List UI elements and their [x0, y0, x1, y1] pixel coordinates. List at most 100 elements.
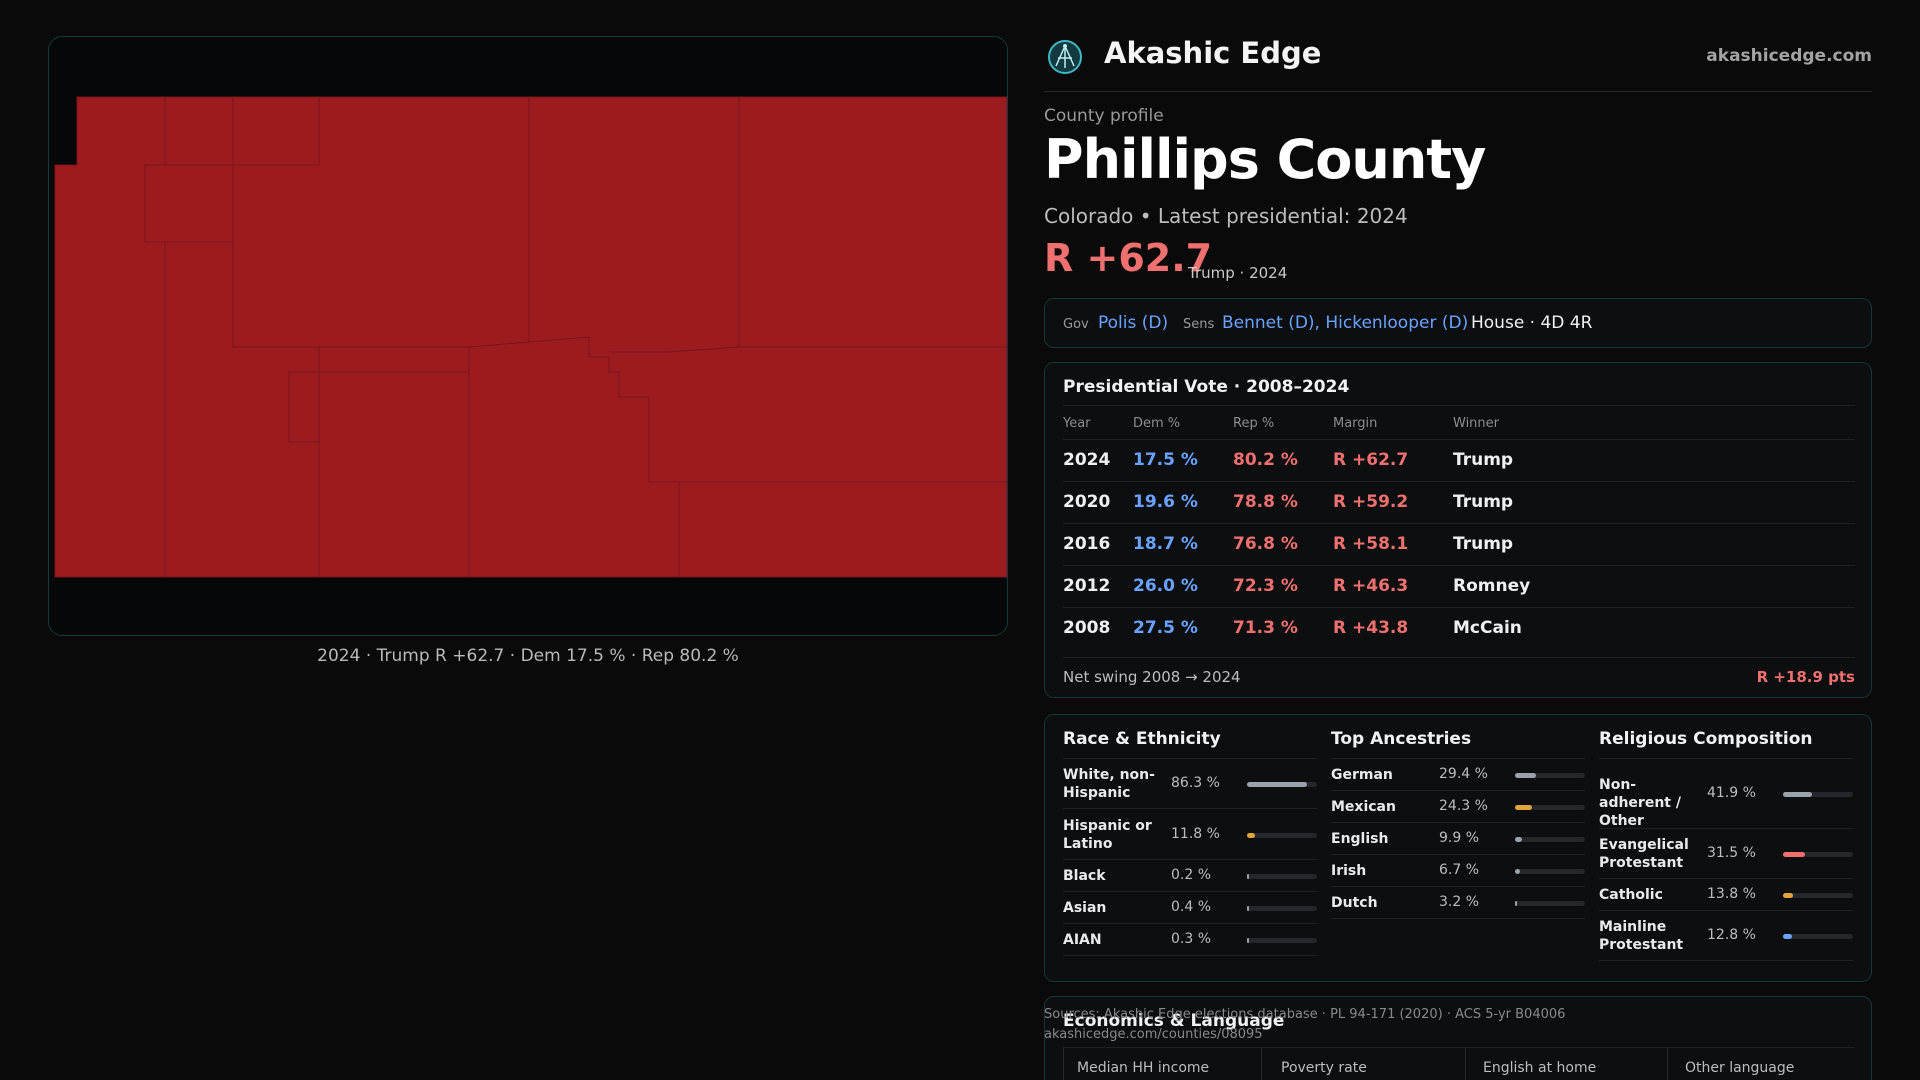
row-rep: 78.8 % [1233, 492, 1298, 512]
percent-bar [1247, 833, 1317, 838]
row-year: 2024 [1063, 450, 1111, 470]
county-map-panel[interactable] [48, 36, 1008, 636]
gov-label: Gov [1063, 317, 1089, 332]
page-eyebrow: County profile [1044, 106, 1164, 126]
globe-network-icon[interactable] [1046, 38, 1084, 76]
item-label: Black [1063, 868, 1106, 884]
row-rep: 80.2 % [1233, 450, 1298, 470]
item-value: 0.4 % [1171, 899, 1212, 915]
latest-margin: R +62.7 [1044, 236, 1213, 280]
row-dem: 18.7 % [1133, 534, 1198, 554]
percent-bar-fill [1515, 805, 1532, 810]
brand-name[interactable]: Akashic Edge [1104, 36, 1322, 70]
percent-bar [1247, 906, 1317, 911]
percent-bar [1247, 938, 1317, 943]
econ-col-income: Median HH income [1077, 1060, 1210, 1076]
list-item: English 9.9 % [1331, 823, 1585, 855]
percent-bar-fill [1515, 773, 1536, 778]
percent-bar [1783, 934, 1853, 939]
row-margin: R +59.2 [1333, 492, 1409, 512]
item-label: Mexican [1331, 799, 1396, 815]
col-margin: Margin [1333, 416, 1378, 431]
percent-bar-fill [1783, 893, 1793, 898]
sources-footnote: Sources: Akashic Edge elections database… [1044, 1005, 1565, 1045]
percent-bar-fill [1515, 869, 1520, 874]
list-item: Catholic 13.8 % [1599, 879, 1853, 911]
sources-line: Sources: Akashic Edge elections database… [1044, 1007, 1566, 1022]
latest-margin-note: Trump · 2024 [1188, 264, 1288, 282]
col-dem: Dem % [1133, 416, 1181, 431]
demographics-card: Race & Ethnicity White, non-Hispanic 86.3… [1044, 714, 1872, 982]
county-profile-panel: Akashic Edge akashicedge.com County prof… [1044, 0, 1872, 1080]
row-year: 2008 [1063, 618, 1111, 638]
table-row: 2012 26.0 % 72.3 % R +46.3 Romney [1063, 565, 1855, 607]
item-value: 12.8 % [1707, 927, 1756, 943]
item-value: 13.8 % [1707, 886, 1756, 902]
percent-bar [1783, 792, 1853, 797]
row-dem: 19.6 % [1133, 492, 1198, 512]
list-item: White, non-Hispanic 86.3 % [1063, 759, 1317, 809]
item-label: White, non-Hispanic [1063, 767, 1155, 801]
percent-bar [1247, 782, 1317, 787]
item-value: 0.3 % [1171, 931, 1212, 947]
table-header: Year Dem % Rep % Margin Winner [1063, 405, 1855, 439]
percent-bar-fill [1247, 833, 1256, 838]
row-margin: R +46.3 [1333, 576, 1409, 596]
item-value: 24.3 % [1439, 798, 1488, 814]
percent-bar [1515, 773, 1585, 778]
item-value: 29.4 % [1439, 766, 1488, 782]
percent-bar-fill [1783, 792, 1813, 797]
ancestries-section: Top Ancestries German 29.4 % Mexican 24.3 %… [1331, 729, 1585, 919]
row-dem: 26.0 % [1133, 576, 1198, 596]
econ-col-english: English at home [1483, 1060, 1597, 1076]
table-row: 2020 19.6 % 78.8 % R +59.2 Trump [1063, 481, 1855, 523]
percent-bar [1783, 893, 1853, 898]
map-caption: 2024 · Trump R +62.7 · Dem 17.5 % · Rep … [317, 646, 739, 666]
officials-bar: Gov Polis (D) Sens Bennet (D), Hickenloo… [1044, 298, 1872, 348]
sens-label: Sens [1183, 317, 1215, 332]
house-value: House · 4D 4R [1471, 313, 1593, 333]
row-margin: R +43.8 [1333, 618, 1409, 638]
net-swing-value: R +18.9 pts [1756, 668, 1855, 686]
table-row: 2024 17.5 % 80.2 % R +62.7 Trump [1063, 439, 1855, 481]
item-value: 41.9 % [1707, 785, 1756, 801]
item-label: Non-adherent / Other [1599, 777, 1681, 829]
economics-title: Economics & Language [1063, 1011, 1285, 1031]
row-year: 2012 [1063, 576, 1111, 596]
brand-url-link[interactable]: akashicedge.com [1706, 46, 1872, 66]
col-winner: Winner [1453, 416, 1500, 431]
row-winner: Trump [1453, 534, 1514, 554]
percent-bar-fill [1247, 906, 1249, 911]
presidential-table: Year Dem % Rep % Margin Winner 2024 17.5… [1063, 405, 1855, 649]
sources-url-link[interactable]: akashicedge.com/counties/08095 [1044, 1027, 1263, 1042]
precinct-boundaries [144, 97, 1007, 577]
list-item: Mainline Protestant 12.8 % [1599, 911, 1853, 961]
econ-col-other-lang: Other language [1685, 1060, 1795, 1076]
list-item: Asian 0.4 % [1063, 892, 1317, 924]
item-value: 11.8 % [1171, 826, 1220, 842]
item-label: Asian [1063, 900, 1107, 916]
county-shape[interactable] [54, 96, 1007, 578]
col-rep: Rep % [1233, 416, 1275, 431]
row-margin: R +58.1 [1333, 534, 1409, 554]
percent-bar-fill [1783, 852, 1806, 857]
item-label: Evangelical Protestant [1599, 837, 1689, 871]
page-title: Phillips County [1044, 128, 1486, 191]
row-winner: Trump [1453, 492, 1514, 512]
brand-header: Akashic Edge akashicedge.com [1044, 36, 1872, 92]
gov-value: Polis (D) [1098, 313, 1169, 333]
item-label: Mainline Protestant [1599, 919, 1684, 953]
county-map[interactable] [49, 37, 1008, 636]
percent-bar-fill [1247, 874, 1249, 879]
net-swing-label: Net swing 2008 → 2024 [1063, 668, 1241, 686]
net-swing-row: Net swing 2008 → 2024 R +18.9 pts [1063, 657, 1855, 686]
item-label: Dutch [1331, 895, 1378, 911]
item-value: 31.5 % [1707, 845, 1756, 861]
row-winner: McCain [1453, 618, 1522, 638]
list-item: German 29.4 % [1331, 759, 1585, 791]
item-label: Irish [1331, 863, 1367, 879]
presidential-title: Presidential Vote · 2008–2024 [1063, 377, 1350, 397]
percent-bar [1515, 901, 1585, 906]
item-value: 9.9 % [1439, 830, 1480, 846]
race-title: Race & Ethnicity [1063, 729, 1317, 759]
